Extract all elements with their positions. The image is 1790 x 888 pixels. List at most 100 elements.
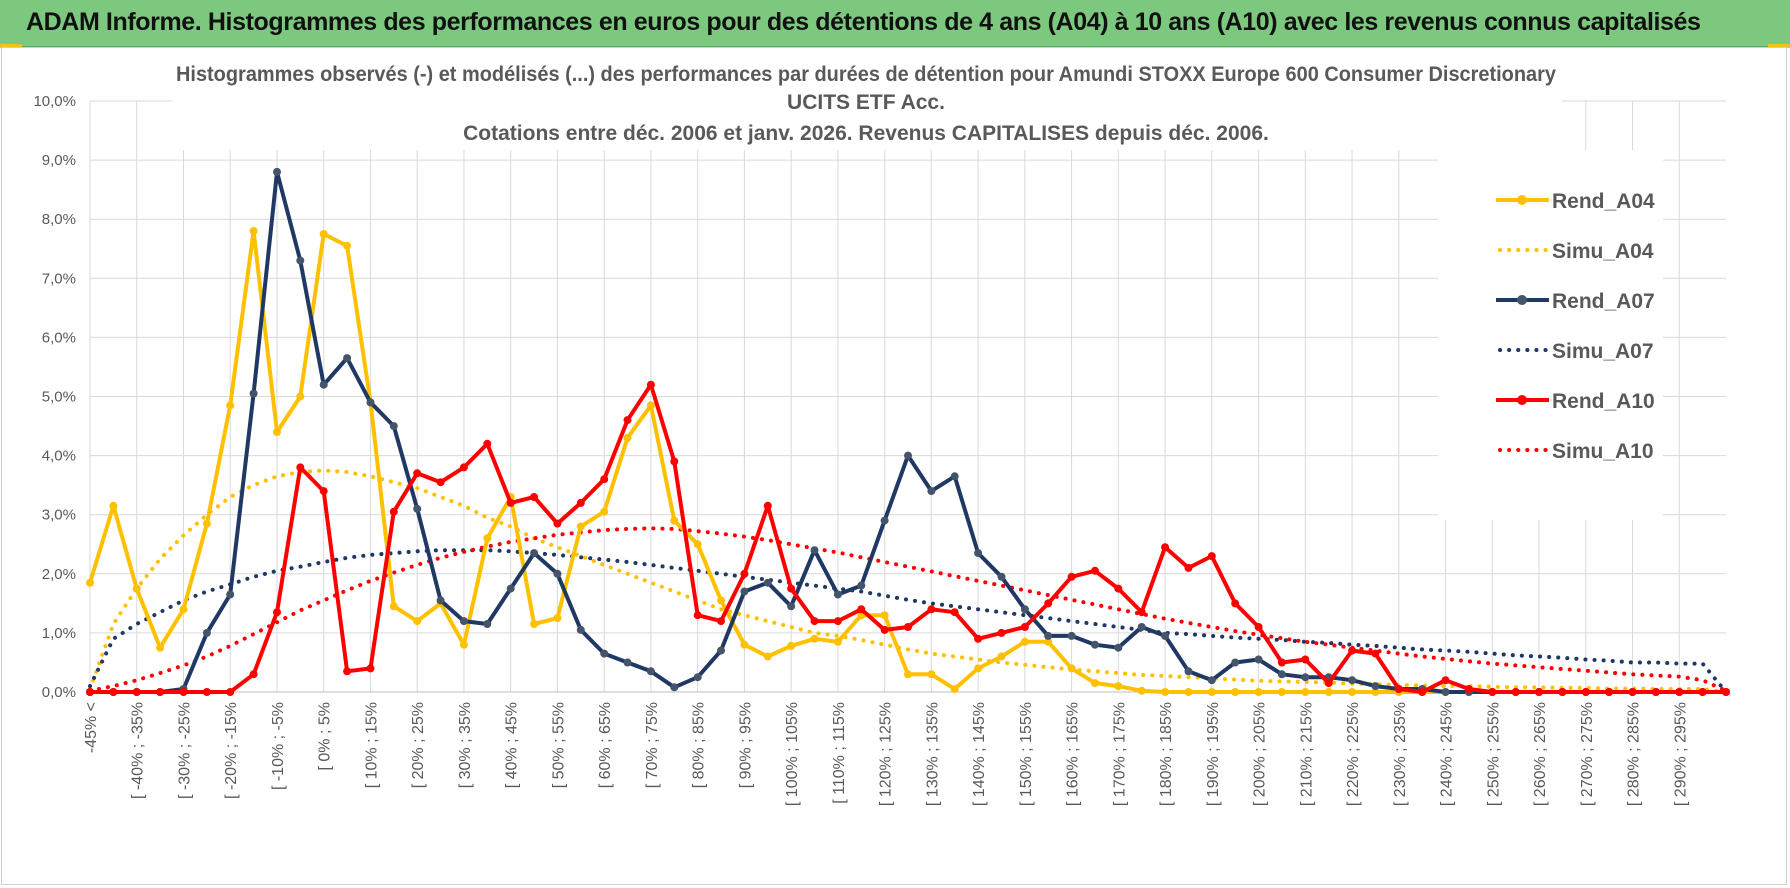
data-point xyxy=(459,640,468,649)
data-point xyxy=(1675,688,1684,696)
data-point xyxy=(296,463,305,472)
data-point xyxy=(319,380,328,389)
data-point xyxy=(319,230,328,238)
data-point xyxy=(1184,688,1193,696)
data-point xyxy=(1324,688,1333,696)
data-point xyxy=(1581,688,1590,696)
data-point xyxy=(1441,688,1450,696)
data-point xyxy=(1628,688,1637,696)
data-point xyxy=(1464,685,1473,693)
chart-series xyxy=(86,167,1730,696)
chart-title-line-3: Cotations entre déc. 2006 et janv. 2026.… xyxy=(463,122,1269,145)
data-point xyxy=(1137,623,1146,631)
data-point xyxy=(366,398,375,407)
data-point xyxy=(483,439,492,448)
chart-title-box: Histogrammes observés (-) et modélisés (… xyxy=(172,57,1562,150)
x-tick-label: [ 270% ; 275% xyxy=(1579,702,1596,806)
x-tick-label: [ 150% ; 155% xyxy=(1018,702,1035,806)
data-point xyxy=(646,401,655,410)
x-tick-label: [ -40% ; -35% xyxy=(130,702,147,799)
data-point xyxy=(1091,640,1099,649)
data-point xyxy=(600,475,609,484)
data-point xyxy=(904,623,912,631)
x-tick-label: [ 70% ; 75% xyxy=(644,702,661,788)
legend-item-Rend_A07: Rend_A07 xyxy=(1496,290,1655,313)
legend-label: Simu_A04 xyxy=(1552,240,1654,263)
banner-accent-left xyxy=(0,44,22,48)
data-point xyxy=(132,688,141,696)
data-point xyxy=(1020,623,1029,631)
series-line xyxy=(88,548,1728,694)
legend-item-Rend_A04: Rend_A04 xyxy=(1496,190,1655,213)
data-point xyxy=(1558,688,1567,696)
data-point xyxy=(810,546,819,555)
data-point xyxy=(1161,631,1170,640)
legend-item-Simu_A10: Simu_A10 xyxy=(1498,440,1654,463)
data-point xyxy=(833,590,842,599)
data-point xyxy=(86,578,94,587)
data-point xyxy=(1184,667,1193,676)
data-point xyxy=(857,605,866,614)
legend-label: Simu_A10 xyxy=(1552,440,1654,463)
data-point xyxy=(950,608,959,617)
legend-item-Simu_A07: Simu_A07 xyxy=(1498,340,1654,363)
data-point xyxy=(810,634,819,643)
data-point xyxy=(1418,688,1427,696)
data-point xyxy=(179,605,188,614)
data-point xyxy=(646,380,655,389)
data-point xyxy=(459,463,468,472)
data-point xyxy=(1488,688,1497,696)
data-point xyxy=(763,652,772,661)
data-point xyxy=(389,422,398,431)
data-point xyxy=(249,670,258,679)
x-tick-label: [ 140% ; 145% xyxy=(971,702,988,806)
series-Simu_A07 xyxy=(88,548,1728,694)
x-tick-label: [ 290% ; 295% xyxy=(1672,702,1689,806)
data-point xyxy=(787,641,796,650)
data-point xyxy=(600,507,609,516)
legend-label: Rend_A07 xyxy=(1552,290,1655,313)
data-point xyxy=(1301,673,1310,682)
data-point xyxy=(109,501,118,510)
data-point xyxy=(693,540,702,549)
data-point xyxy=(880,611,889,620)
series-Simu_A04 xyxy=(88,468,1728,694)
x-tick-label: [ -20% ; -15% xyxy=(223,702,240,799)
data-point xyxy=(226,688,235,696)
chart-title-line-1: Histogrammes observés (-) et modélisés (… xyxy=(176,63,1556,86)
data-point xyxy=(974,549,983,558)
data-point xyxy=(1277,658,1286,667)
data-point xyxy=(1091,679,1099,688)
data-point xyxy=(1207,552,1216,561)
y-tick-label: 9,0% xyxy=(42,152,76,169)
data-point xyxy=(1394,685,1403,693)
data-point xyxy=(319,487,328,496)
y-tick-label: 7,0% xyxy=(42,270,76,287)
legend-label: Simu_A07 xyxy=(1552,340,1654,363)
data-point xyxy=(833,637,842,646)
data-point xyxy=(156,688,165,696)
data-point xyxy=(950,685,959,693)
data-point xyxy=(86,688,94,696)
x-tick-label: [ 200% ; 205% xyxy=(1252,702,1269,806)
x-tick-label: [ 190% ; 195% xyxy=(1205,702,1222,806)
data-point xyxy=(553,614,562,623)
data-point xyxy=(1441,676,1450,685)
data-point xyxy=(1371,688,1380,696)
data-point xyxy=(343,667,352,676)
data-point xyxy=(997,572,1006,581)
data-point xyxy=(927,670,936,679)
data-point xyxy=(1207,676,1216,685)
legend-item-Simu_A04: Simu_A04 xyxy=(1498,240,1654,263)
data-point xyxy=(1254,623,1263,631)
data-point xyxy=(974,634,983,643)
data-point xyxy=(413,504,422,513)
data-point xyxy=(483,534,492,543)
series-Rend_A10 xyxy=(86,380,1730,696)
data-point xyxy=(670,516,679,525)
data-point xyxy=(1254,688,1263,696)
legend-marker xyxy=(1517,395,1527,405)
data-point xyxy=(530,620,539,628)
data-point xyxy=(1044,631,1053,640)
data-point xyxy=(717,646,725,655)
